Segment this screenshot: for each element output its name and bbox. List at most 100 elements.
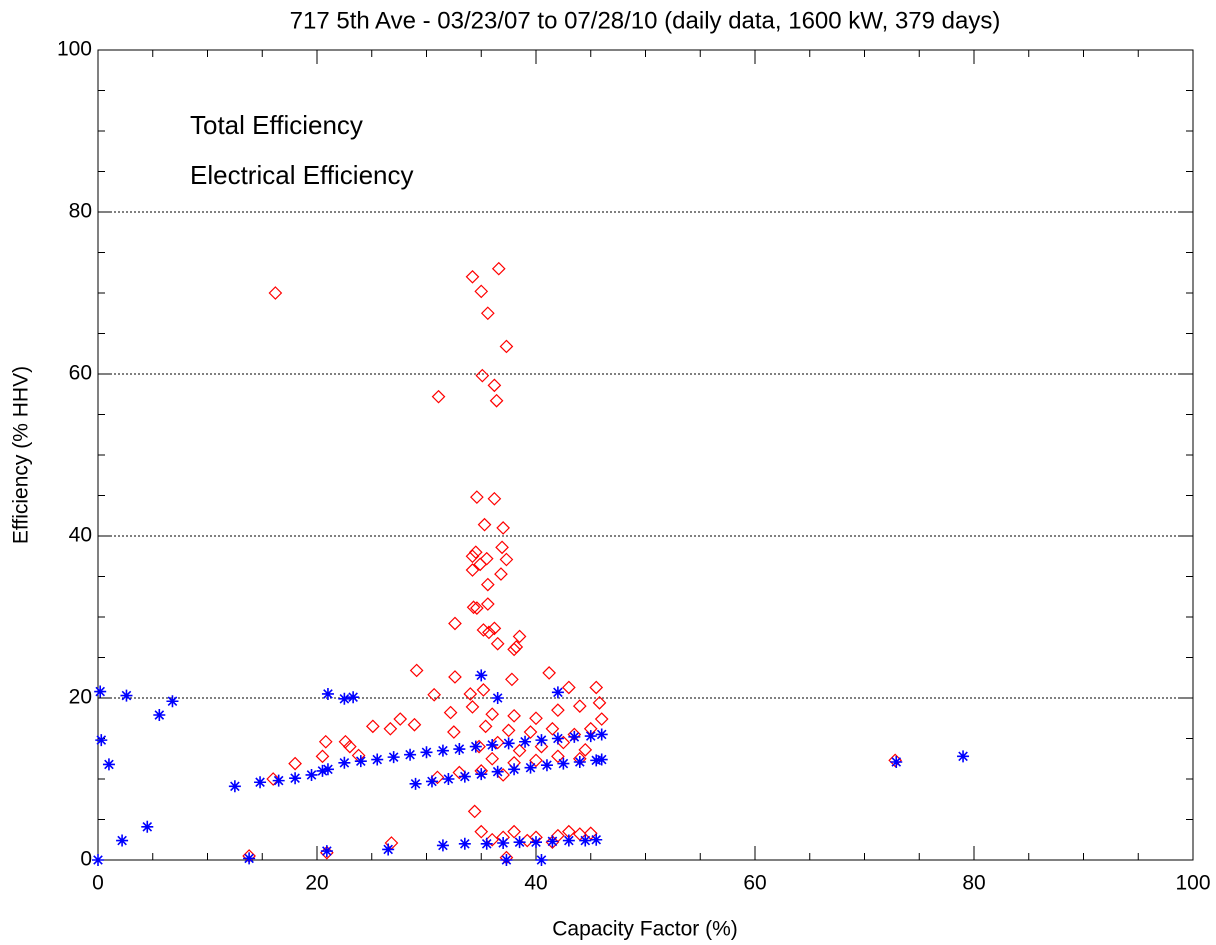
point	[407, 717, 422, 732]
point	[458, 837, 471, 850]
point	[443, 705, 458, 720]
point	[338, 734, 353, 749]
point	[318, 734, 333, 749]
x-tick-label: 20	[305, 872, 328, 895]
point	[507, 824, 521, 839]
point	[523, 725, 538, 739]
point	[141, 820, 154, 833]
x-tick-label: 40	[524, 872, 547, 895]
point	[431, 389, 446, 404]
point	[578, 742, 593, 757]
point	[254, 776, 267, 789]
point	[589, 680, 604, 695]
point	[354, 755, 367, 768]
point	[425, 775, 438, 788]
point	[305, 768, 318, 781]
point	[321, 763, 334, 776]
point	[535, 854, 548, 866]
point	[551, 686, 564, 699]
y-tick-label: 0	[80, 848, 92, 871]
point	[487, 491, 502, 506]
point	[485, 707, 500, 722]
point	[467, 804, 482, 819]
point	[512, 743, 527, 758]
y-tick-label: 60	[69, 362, 92, 385]
y-tick-label: 100	[57, 38, 92, 61]
point	[479, 551, 494, 566]
point	[338, 692, 351, 705]
point	[102, 758, 115, 771]
point	[343, 739, 357, 754]
point	[387, 751, 400, 764]
point	[383, 721, 398, 736]
point	[505, 672, 519, 687]
point	[594, 712, 609, 726]
point	[501, 723, 516, 738]
point	[427, 687, 442, 702]
point	[568, 730, 581, 743]
point	[497, 836, 510, 849]
point	[557, 757, 570, 770]
point	[409, 663, 424, 678]
point	[95, 734, 108, 747]
point	[371, 753, 384, 766]
point	[465, 700, 480, 714]
point	[465, 549, 480, 564]
point	[474, 284, 489, 299]
point	[551, 703, 565, 717]
point	[463, 687, 478, 701]
point	[430, 770, 445, 785]
point	[590, 754, 603, 767]
point	[507, 708, 521, 723]
point	[436, 839, 449, 852]
point	[266, 772, 281, 786]
legend-entry: Electrical Efficiency	[190, 160, 414, 190]
point	[499, 339, 514, 354]
point	[545, 721, 560, 736]
point	[485, 832, 500, 847]
point	[487, 378, 502, 393]
point	[469, 740, 482, 753]
point	[545, 835, 560, 850]
point	[288, 756, 302, 771]
point	[268, 286, 283, 300]
point	[530, 836, 542, 849]
x-tick-label: 60	[743, 872, 766, 895]
point	[592, 696, 607, 710]
x-axis-label: Capacity Factor (%)	[552, 918, 738, 941]
point	[289, 772, 302, 785]
point	[496, 521, 510, 535]
point	[529, 753, 543, 768]
point	[476, 623, 491, 637]
point	[509, 640, 524, 654]
point	[480, 837, 493, 850]
point	[480, 597, 495, 611]
point	[320, 845, 333, 858]
point	[228, 780, 241, 793]
point	[470, 601, 484, 615]
point	[490, 735, 505, 750]
point	[590, 833, 603, 846]
y-tick-label: 20	[69, 686, 92, 709]
point	[436, 744, 449, 757]
point	[452, 765, 467, 780]
point	[562, 680, 576, 695]
point	[579, 834, 592, 847]
point	[489, 393, 504, 408]
point	[500, 854, 513, 866]
point	[486, 738, 499, 751]
point	[487, 621, 502, 636]
point	[243, 852, 256, 865]
point	[551, 749, 565, 764]
point	[502, 737, 515, 750]
point	[94, 685, 107, 698]
point	[365, 719, 380, 734]
point	[120, 689, 133, 702]
point	[535, 734, 548, 747]
point	[448, 616, 462, 631]
point	[491, 692, 504, 704]
legend-entry: Total Efficiency	[190, 110, 363, 140]
point	[529, 711, 543, 726]
point	[478, 719, 493, 734]
point	[465, 563, 480, 577]
